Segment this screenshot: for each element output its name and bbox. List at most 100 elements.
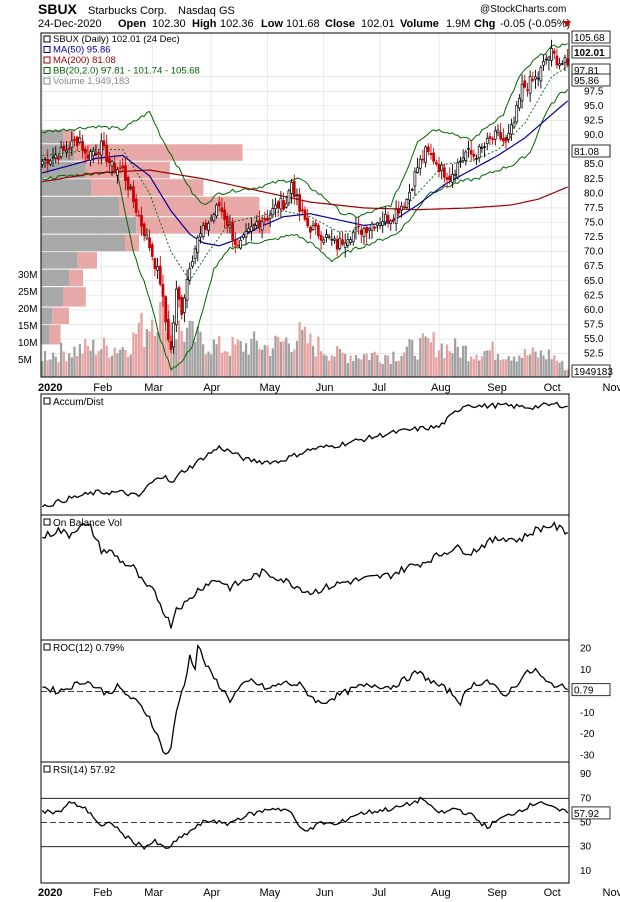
candle-body xyxy=(552,50,556,54)
volume-bar xyxy=(504,359,508,377)
volume-bar xyxy=(59,342,63,377)
volume-bar xyxy=(110,355,114,377)
volume-bar xyxy=(290,351,293,377)
candle-body xyxy=(174,288,178,326)
volume-bar xyxy=(424,336,427,377)
candle-body xyxy=(472,153,476,157)
volume-bar xyxy=(49,359,52,377)
legend-swatch xyxy=(43,77,51,85)
ma200-line xyxy=(42,169,568,211)
price-value-tag: 102.01 xyxy=(571,45,611,59)
roc-panel-frame xyxy=(40,639,570,763)
volume-bar xyxy=(403,352,406,377)
change-label: Chg xyxy=(474,18,495,30)
volume-bar xyxy=(51,352,55,377)
candle-body xyxy=(116,169,119,176)
candle-body xyxy=(333,238,336,241)
volume-bar xyxy=(373,351,376,377)
volume-bar xyxy=(435,357,438,377)
candle-body xyxy=(456,162,460,178)
candle-body xyxy=(359,229,363,235)
volume-bar xyxy=(395,361,398,377)
volume-bar xyxy=(494,359,497,377)
bottom-x-label: Sep xyxy=(487,887,507,899)
candle-body xyxy=(169,341,173,350)
candle-body xyxy=(330,239,334,241)
candle-body xyxy=(445,177,449,180)
volume-bar xyxy=(298,321,301,377)
open-value: 102.30 xyxy=(152,18,186,30)
volume-bar xyxy=(419,338,422,377)
price-value-tag: 81.08 xyxy=(571,144,611,158)
volume-bar xyxy=(545,359,548,377)
price-x-label: Feb xyxy=(93,382,112,394)
candle-body xyxy=(443,167,446,178)
volume-bar xyxy=(427,338,430,377)
volume-bar xyxy=(397,360,400,377)
volume-bar xyxy=(440,343,443,377)
candle-body xyxy=(539,67,543,82)
candle-body xyxy=(244,231,248,238)
candle-body xyxy=(437,163,441,172)
candle-body xyxy=(153,258,157,270)
candle-body xyxy=(295,194,299,196)
volume-bar xyxy=(523,348,526,377)
candle-body xyxy=(448,175,452,181)
volume-bar xyxy=(429,342,433,377)
volume-bar xyxy=(84,339,87,377)
volume-bar xyxy=(400,355,403,377)
price-tick-label: 92.5 xyxy=(584,115,604,126)
price-x-label: 2020 xyxy=(38,382,62,394)
volume-bar xyxy=(392,351,395,377)
candle-body xyxy=(432,152,436,162)
candle-body xyxy=(164,296,167,323)
candle-body xyxy=(528,76,532,94)
volume-bar xyxy=(277,336,280,377)
chart-header: SBUX Starbucks Corp. Nasdaq GS @StockCha… xyxy=(38,1,571,30)
volume-by-price-up-bar xyxy=(41,287,64,307)
price-x-label: Jul xyxy=(372,382,386,394)
candle-body xyxy=(325,234,328,238)
indicator-tick-label: 20 xyxy=(580,644,592,655)
volume-by-price-down-bar xyxy=(69,269,83,287)
volume-bar xyxy=(113,347,116,377)
legend-label: BB(20,2.0) 97.81 - 101.74 - 105.68 xyxy=(53,66,200,77)
rsi-panel-frame xyxy=(40,761,570,884)
candle-body xyxy=(440,164,444,172)
price-tick-label: 90.0 xyxy=(584,130,604,141)
price-value-tag: 95.86 xyxy=(571,73,611,87)
indicator-tick-label: 70 xyxy=(580,793,592,804)
candle-body xyxy=(306,217,310,227)
volume-bar xyxy=(368,359,371,377)
candle-body xyxy=(317,225,320,237)
volume-tick-label: 5M xyxy=(18,355,32,366)
candle-body xyxy=(410,189,414,191)
candle-body xyxy=(338,238,342,249)
volume-bar xyxy=(183,341,186,377)
candle-body xyxy=(126,177,130,191)
volume-bar xyxy=(236,339,240,377)
svg-text:RSI(14) 57.92: RSI(14) 57.92 xyxy=(53,765,116,776)
candle-body xyxy=(378,222,382,226)
legend-swatch xyxy=(43,35,51,43)
roc-title: ROC(12) 0.79% xyxy=(43,643,124,654)
volume-bar xyxy=(234,344,237,377)
volume-bar xyxy=(151,319,154,377)
candle-body xyxy=(258,219,261,228)
volume-bar xyxy=(309,333,312,377)
volume-bar xyxy=(287,343,291,377)
candle-body xyxy=(145,234,149,239)
svg-text:0.79: 0.79 xyxy=(574,686,594,697)
volume-bar xyxy=(322,354,325,377)
candle-body xyxy=(263,218,267,221)
price-tick-label: 70.0 xyxy=(584,247,604,258)
volume-bar xyxy=(518,355,521,377)
legend-label: Volume 1,949,183 xyxy=(53,76,130,87)
volume-bar xyxy=(539,350,542,377)
candle-body xyxy=(394,208,398,224)
candle-body xyxy=(185,279,189,301)
candle-body xyxy=(314,222,318,227)
volume-bar xyxy=(561,360,564,377)
candle-body xyxy=(426,146,430,153)
candle-body xyxy=(78,137,82,143)
